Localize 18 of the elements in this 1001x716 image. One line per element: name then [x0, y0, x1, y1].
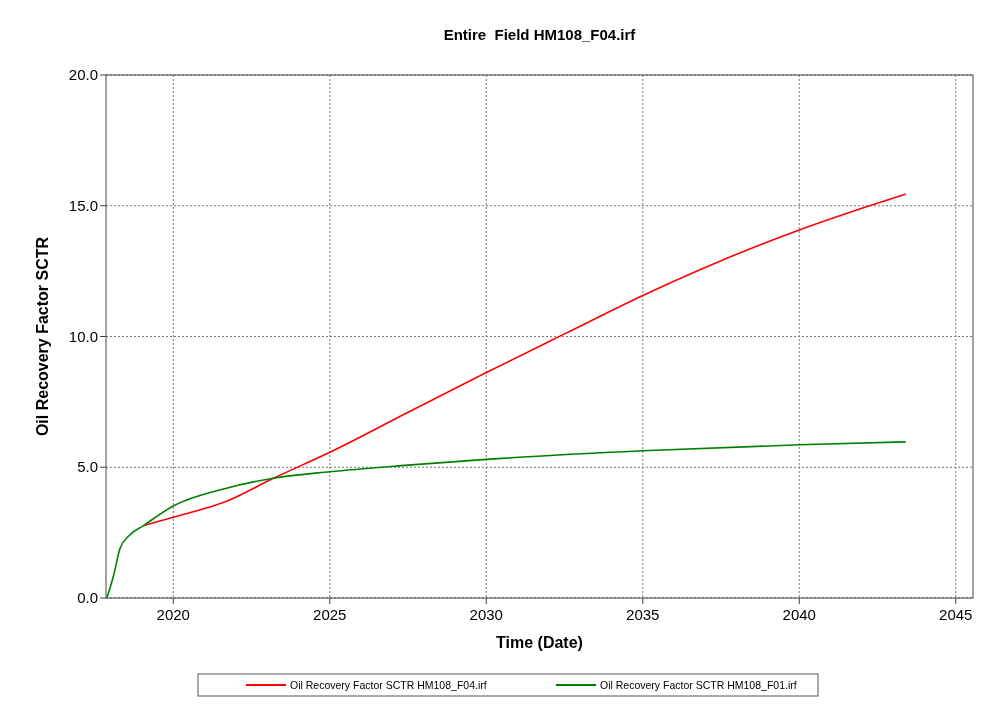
y-tick-label: 0.0	[77, 589, 98, 606]
legend-label: Oil Recovery Factor SCTR HM108_F04.irf	[290, 679, 487, 691]
x-tick-label: 2045	[939, 606, 973, 623]
x-tick-label: 2040	[782, 606, 816, 623]
x-tick-label: 2025	[313, 606, 347, 623]
chart-title: Entire Field HM108_F04.irf	[443, 26, 637, 43]
y-tick-label: 15.0	[68, 196, 98, 214]
y-tick-label: 5.0	[77, 458, 98, 476]
x-tick-label: 2030	[469, 606, 503, 623]
y-tick-label: 20.0	[68, 66, 98, 83]
legend-label: Oil Recovery Factor SCTR HM108_F01.irf	[600, 679, 797, 691]
y-axis-title: Oil Recovery Factor SCTR	[34, 236, 51, 437]
x-tick-label: 2035	[626, 606, 660, 623]
x-tick-label: 2020	[156, 606, 190, 623]
y-tick-label: 10.0	[68, 327, 98, 345]
line-series	[106, 441, 907, 599]
x-axis-title: Time (Date)	[496, 634, 583, 651]
line-series	[142, 193, 907, 527]
